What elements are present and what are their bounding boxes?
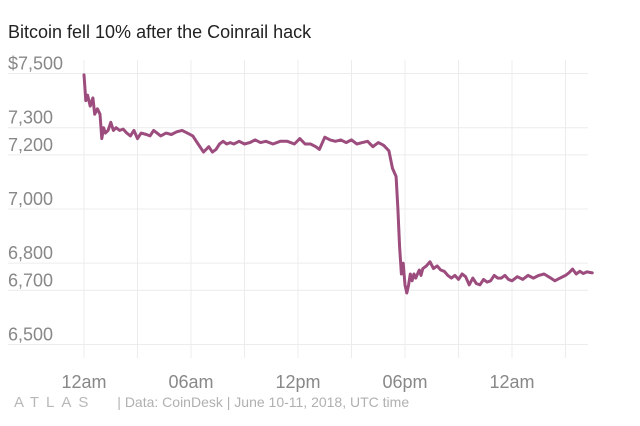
y-tick-label: 6,800 [8,243,53,263]
grid-layer [8,60,588,358]
x-tick-label: 12am [61,372,106,392]
footer: ATLAS | Data: CoinDesk | June 10-11, 201… [14,394,409,411]
series-layer [82,73,594,295]
chart-title: Bitcoin fell 10% after the Coinrail hack [8,22,312,42]
y-tick-label: 6,700 [8,270,53,290]
y-tick-label: 7,300 [8,108,53,128]
atlas-logo: ATLAS [14,394,96,411]
y-axis-tick-labels: $7,500 7,300 7,200 7,000 6,800 6,700 6,500 [8,54,63,345]
y-tick-label: 7,200 [8,135,53,155]
x-tick-label: 12pm [275,372,320,392]
source-note: | Data: CoinDesk | June 10-11, 2018, UTC… [117,394,410,410]
bitcoin-price-line [82,73,594,295]
y-tick-label: 6,500 [8,324,53,344]
x-tick-label: 12am [489,372,534,392]
x-tick-label: 06am [168,372,213,392]
x-tick-label: 06pm [382,372,427,392]
y-tick-label: 7,000 [8,189,53,209]
x-axis-tick-labels: 12am 06am 12pm 06pm 12am [61,372,534,392]
y-tick-label: $7,500 [8,54,63,74]
